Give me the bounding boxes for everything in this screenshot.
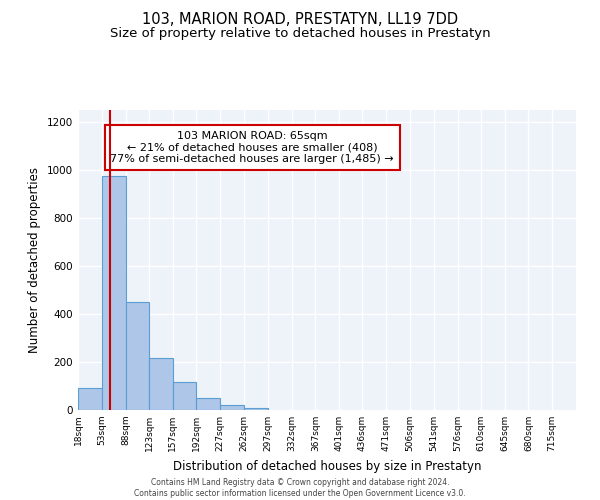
Bar — [244, 408, 268, 410]
Bar — [220, 404, 244, 410]
Bar — [149, 358, 173, 410]
Text: 103 MARION ROAD: 65sqm
← 21% of detached houses are smaller (408)
77% of semi-de: 103 MARION ROAD: 65sqm ← 21% of detached… — [110, 131, 394, 164]
Y-axis label: Number of detached properties: Number of detached properties — [28, 167, 41, 353]
X-axis label: Distribution of detached houses by size in Prestatyn: Distribution of detached houses by size … — [173, 460, 481, 472]
Bar — [173, 382, 196, 410]
Text: Size of property relative to detached houses in Prestatyn: Size of property relative to detached ho… — [110, 28, 490, 40]
Bar — [196, 398, 220, 410]
Bar — [102, 176, 125, 410]
Text: 103, MARION ROAD, PRESTATYN, LL19 7DD: 103, MARION ROAD, PRESTATYN, LL19 7DD — [142, 12, 458, 28]
Bar — [125, 302, 149, 410]
Bar — [78, 388, 102, 410]
Text: Contains HM Land Registry data © Crown copyright and database right 2024.
Contai: Contains HM Land Registry data © Crown c… — [134, 478, 466, 498]
